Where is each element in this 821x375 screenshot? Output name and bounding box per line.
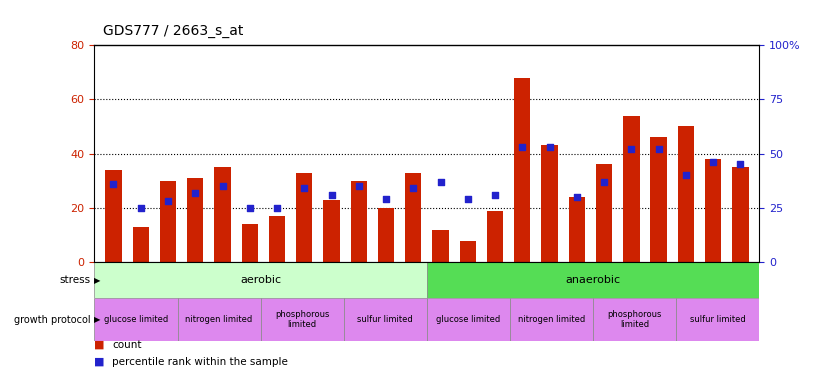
Bar xyxy=(732,167,749,262)
Bar xyxy=(187,178,204,262)
Point xyxy=(406,185,420,191)
Bar xyxy=(241,224,258,262)
Point xyxy=(543,144,556,150)
Bar xyxy=(510,298,594,341)
Bar xyxy=(268,216,285,262)
Text: sulfur limited: sulfur limited xyxy=(690,315,745,324)
Bar xyxy=(650,137,667,262)
Text: glucose limited: glucose limited xyxy=(436,315,501,324)
Bar xyxy=(261,298,344,341)
Text: stress: stress xyxy=(59,275,90,285)
Text: growth protocol: growth protocol xyxy=(14,315,90,324)
Text: nitrogen limited: nitrogen limited xyxy=(518,315,585,324)
Point xyxy=(379,196,392,202)
Text: phosphorous
limited: phosphorous limited xyxy=(608,310,662,329)
Point xyxy=(434,179,447,185)
Point xyxy=(625,146,638,152)
Point xyxy=(162,198,175,204)
Point xyxy=(679,172,692,178)
Bar xyxy=(623,116,640,262)
Point xyxy=(325,192,338,198)
Bar xyxy=(705,159,722,262)
Bar xyxy=(514,78,530,262)
Bar xyxy=(177,298,261,341)
Point xyxy=(270,205,283,211)
Point xyxy=(243,205,256,211)
Bar xyxy=(427,298,510,341)
Text: nitrogen limited: nitrogen limited xyxy=(186,315,253,324)
Text: ▶: ▶ xyxy=(94,276,100,285)
Bar xyxy=(344,298,427,341)
Bar xyxy=(427,262,759,298)
Bar xyxy=(160,181,177,262)
Text: ■: ■ xyxy=(94,340,105,350)
Text: count: count xyxy=(112,340,142,350)
Text: phosphorous
limited: phosphorous limited xyxy=(275,310,329,329)
Bar xyxy=(105,170,122,262)
Text: sulfur limited: sulfur limited xyxy=(357,315,413,324)
Bar xyxy=(94,262,427,298)
Point xyxy=(461,196,475,202)
Bar xyxy=(541,146,557,262)
Bar xyxy=(487,211,503,262)
Point xyxy=(298,185,311,191)
Bar xyxy=(460,240,476,262)
Text: ▶: ▶ xyxy=(94,315,100,324)
Point xyxy=(598,179,611,185)
Bar xyxy=(296,172,313,262)
Bar xyxy=(132,227,149,262)
Point xyxy=(571,194,584,200)
Text: GDS777 / 2663_s_at: GDS777 / 2663_s_at xyxy=(103,24,243,38)
Bar xyxy=(378,208,394,262)
Point xyxy=(352,183,365,189)
Point xyxy=(652,146,665,152)
Bar xyxy=(677,126,694,262)
Bar xyxy=(594,298,677,341)
Point xyxy=(107,181,120,187)
Point xyxy=(516,144,529,150)
Bar xyxy=(94,298,177,341)
Text: ■: ■ xyxy=(94,357,105,367)
Text: glucose limited: glucose limited xyxy=(103,315,168,324)
Bar xyxy=(351,181,367,262)
Bar xyxy=(323,200,340,262)
Bar xyxy=(569,197,585,262)
Bar xyxy=(433,230,449,262)
Point xyxy=(734,162,747,168)
Bar xyxy=(214,167,231,262)
Point xyxy=(216,183,229,189)
Bar xyxy=(596,165,612,262)
Point xyxy=(189,190,202,196)
Point xyxy=(488,192,502,198)
Bar xyxy=(405,172,421,262)
Point xyxy=(707,159,720,165)
Bar xyxy=(677,298,759,341)
Point xyxy=(134,205,147,211)
Text: percentile rank within the sample: percentile rank within the sample xyxy=(112,357,288,367)
Text: aerobic: aerobic xyxy=(240,275,282,285)
Text: anaerobic: anaerobic xyxy=(566,275,621,285)
